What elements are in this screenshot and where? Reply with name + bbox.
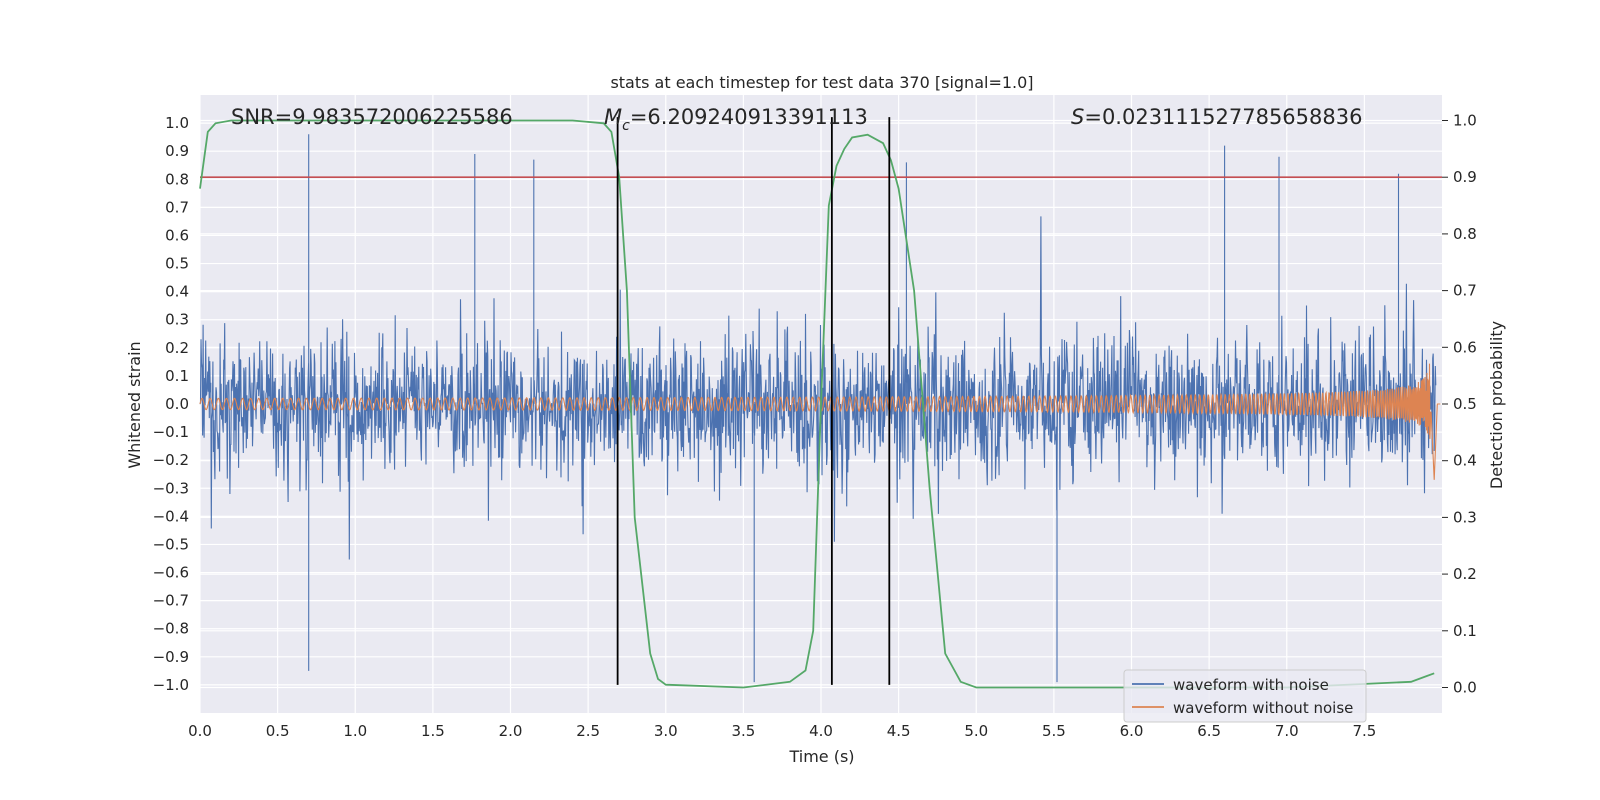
y-tick-label-right: 0.7	[1453, 282, 1477, 300]
x-tick-label: 6.0	[1120, 722, 1144, 740]
y-tick-label-right: 0.9	[1453, 168, 1477, 186]
x-tick-label: 1.0	[343, 722, 367, 740]
series-waveform-with-noise	[199, 134, 1437, 683]
mc-symbol: M	[604, 105, 622, 129]
y-tick-label-left: 0.2	[165, 339, 189, 357]
y-tick-label-right: 0.6	[1453, 338, 1477, 356]
x-tick-label: 6.5	[1197, 722, 1221, 740]
y-tick-label-left: −0.3	[153, 479, 189, 497]
left-axis-label: Whitened strain	[125, 341, 144, 468]
y-tick-label-left: 0.8	[165, 170, 189, 188]
x-axis-label: Time (s)	[788, 747, 854, 766]
s-annotation: S=0.023111527785658836	[1071, 105, 1362, 129]
y-tick-label-left: −0.5	[153, 535, 189, 553]
y-tick-label-right: 0.3	[1453, 508, 1477, 526]
x-tick-label: 4.0	[809, 722, 833, 740]
right-axis-label: Detection probability	[1487, 321, 1506, 489]
y-tick-label-left: −0.2	[153, 451, 189, 469]
x-tick-label: 3.5	[731, 722, 755, 740]
legend: waveform with noise waveform without noi…	[1123, 669, 1367, 723]
overlays	[199, 117, 1442, 689]
x-tick-label: 0.5	[266, 722, 290, 740]
y-tick-label-left: −0.7	[153, 592, 189, 610]
s-value: =0.023111527785658836	[1084, 105, 1362, 129]
y-tick-label-left: 0.0	[165, 395, 189, 413]
x-tick-label: 2.0	[499, 722, 523, 740]
x-tick-label: 7.0	[1275, 722, 1299, 740]
s-symbol: S	[1071, 105, 1084, 129]
y-tick-label-left: −0.8	[153, 620, 189, 638]
x-axis-ticks: 0.0 0.5 1.0 1.5 2.0 2.5 3.0 3.5 4.0 4.5 5.0 5.5 6.0 6…	[188, 722, 1376, 740]
left-axis-ticks: 1.0 0.9 0.8 0.7 0.6 0.5 0.4 0.3 0.2 0.1 0.0 −0.1 −0.…	[153, 114, 189, 694]
right-axis-ticks: 1.0 0.9 0.8 0.7 0.6 0.5 0.4 0.3 0.2 0.1 0.0	[1442, 112, 1477, 696]
y-tick-label-left: 0.3	[165, 311, 189, 329]
y-tick-label-left: 0.1	[165, 367, 189, 385]
x-tick-label: 1.5	[421, 722, 445, 740]
y-tick-label-left: 0.4	[165, 283, 189, 301]
y-tick-label-right: 0.5	[1453, 395, 1477, 413]
y-tick-label-right: 0.4	[1453, 452, 1477, 470]
y-tick-label-left: 0.5	[165, 255, 189, 273]
y-tick-label-left: 1.0	[165, 114, 189, 132]
y-tick-label-right: 0.8	[1453, 225, 1477, 243]
series-detection-probability	[199, 119, 1435, 689]
chart-title: stats at each timestep for test data 370…	[610, 73, 1033, 92]
x-tick-label: 5.5	[1042, 722, 1066, 740]
x-tick-label: 7.5	[1352, 722, 1376, 740]
x-tick-label: 5.0	[964, 722, 988, 740]
y-tick-label-right: 0.0	[1453, 678, 1477, 696]
y-tick-label-left: −0.1	[153, 423, 189, 441]
y-tick-label-left: 0.7	[165, 198, 189, 216]
legend-label-noise: waveform with noise	[1173, 676, 1329, 694]
mc-annotation: Mc=6.209240913391113	[604, 105, 868, 134]
legend-label-clean: waveform without noise	[1173, 699, 1353, 717]
y-tick-label-right: 0.1	[1453, 622, 1477, 640]
y-tick-label-right: 0.2	[1453, 565, 1477, 583]
x-tick-label: 4.5	[887, 722, 911, 740]
waveforms	[199, 134, 1441, 683]
mc-value: =6.209240913391113	[630, 105, 868, 129]
x-tick-label: 2.5	[576, 722, 600, 740]
y-tick-label-left: −0.4	[153, 507, 189, 525]
y-tick-label-left: −0.9	[153, 648, 189, 666]
snr-annotation: SNR=9.983572006225586	[231, 105, 513, 129]
y-tick-label-left: 0.6	[165, 226, 189, 244]
y-tick-label-right: 1.0	[1453, 112, 1477, 130]
y-tick-label-left: −0.6	[153, 564, 189, 582]
x-tick-label: 0.0	[188, 722, 212, 740]
x-tick-label: 3.0	[654, 722, 678, 740]
series-waveform-without-noise	[199, 363, 1441, 480]
y-tick-label-left: 0.9	[165, 142, 189, 160]
y-tick-label-left: −1.0	[153, 676, 189, 694]
mc-subscript: c	[622, 118, 630, 134]
